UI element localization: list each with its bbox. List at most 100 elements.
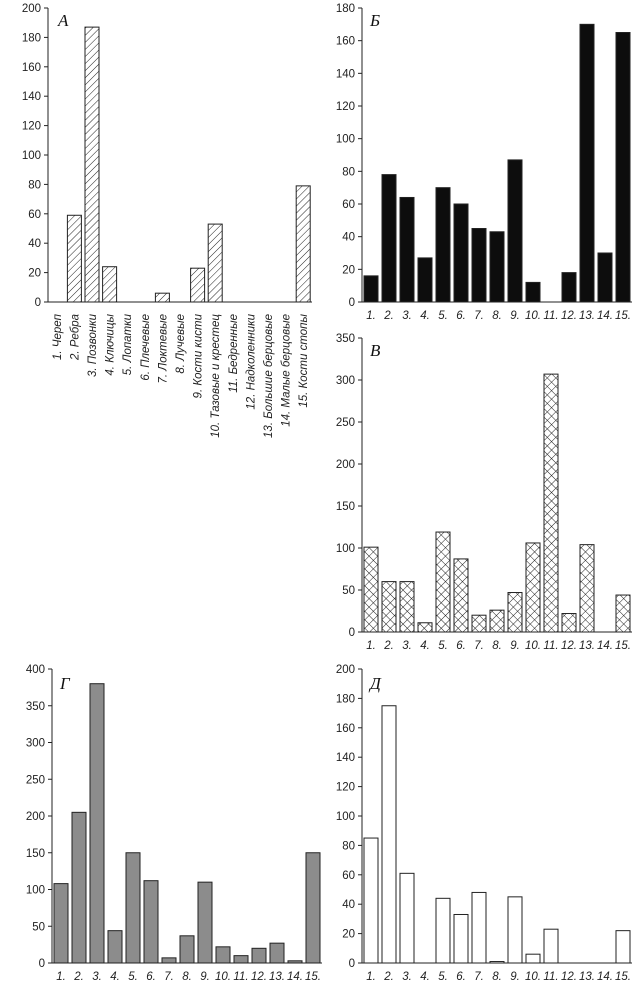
bar-v-8 [489,609,505,633]
x-category-label: 11. [543,640,558,652]
bar-d-7 [471,891,487,964]
bar-v-3 [399,581,415,633]
x-category-label: 15. [305,971,321,983]
bar-b-5 [435,187,451,303]
x-category-label: 9. [510,310,520,322]
bar-g-14 [287,960,303,964]
bar-d-3 [399,872,415,964]
bar-g-13 [269,942,285,964]
y-tick-label: 400 [26,664,45,676]
bar-g-15 [305,852,321,964]
x-category-label: 14. Малые берцовые [281,314,293,427]
x-category-label: 9. [200,971,210,983]
bar-d-9 [507,896,523,964]
bar-b-14 [597,252,613,303]
x-category-label: 6. [456,971,466,983]
y-tick-label: 80 [28,179,41,191]
y-tick-label: 40 [342,232,355,244]
bar-a-9 [190,267,206,303]
bar-g-8 [179,935,195,964]
x-category-label: 15. [615,640,631,652]
bar-a-10 [207,223,223,303]
x-category-label: 2. [73,971,84,983]
x-category-label: 2. [383,310,394,322]
bar-g-2 [71,811,87,964]
x-category-label: 2. [383,971,394,983]
y-tick-label: 50 [342,585,355,597]
x-category-label: 8. [182,971,192,983]
x-category-label: 10. [525,971,541,983]
x-category-label: 9. [510,971,520,983]
x-category-label: 3. Позвонки [87,313,99,377]
y-tick-label: 300 [336,375,355,387]
y-tick-label: 40 [342,899,355,911]
bar-v-9 [507,592,523,633]
x-category-label: 3. [92,971,102,983]
y-tick-label: 150 [26,848,45,860]
x-category-label: 2. Ребра [69,314,81,361]
x-category-label: 14. [597,310,613,322]
y-tick-label: 0 [39,958,45,970]
bar-g-9 [197,881,213,964]
bar-g-1 [53,883,69,964]
x-category-label: 8. [492,971,502,983]
x-category-label: 5. [438,971,448,983]
y-tick-label: 50 [32,921,45,933]
x-category-label: 7. Локтевые [157,314,169,383]
x-category-label: 1. [366,310,376,322]
x-category-label: 5. [438,640,448,652]
panel-letter: Г [59,674,71,693]
x-category-label: 7. [164,971,174,983]
y-tick-label: 160 [336,36,355,48]
bar-g-5 [125,852,141,964]
bar-v-12 [561,613,577,633]
y-tick-label: 60 [342,199,355,211]
y-tick-label: 80 [342,840,355,852]
x-category-label: 1. Череп [52,313,64,360]
x-category-label: 4. [420,640,430,652]
bar-d-8 [489,961,505,964]
chart-panel-a: 0 20 40 60 80 100 120 140 160 180 200 А 1. Череп 2. Р… [22,3,312,438]
x-category-label: 2. [383,640,394,652]
bar-v-11 [543,373,559,633]
bar-b-4 [417,257,433,303]
bar-d-11 [543,928,559,964]
chart-panel-g: 0 50 100 150 200 250 300 350 400 Г 1. 2. 3. 4. 5. 6. 7. 8… [26,664,322,983]
bar-v-2 [381,581,397,633]
y-tick-label: 200 [22,3,41,15]
y-tick-label: 180 [336,693,355,705]
bar-b-2 [381,174,397,303]
y-tick-label: 60 [28,209,41,221]
x-category-label: 11. [543,310,558,322]
y-tick-label: 160 [336,723,355,735]
chart-panel-b: 0 20 40 60 80 100 120 140 160 180 Б 1. 2. 3. 4. 5. 6. 7. 8… [336,3,632,322]
y-tick-label: 0 [349,627,355,639]
bar-a-15 [295,185,311,303]
x-category-label: 4. Ключицы [105,313,117,375]
y-tick-label: 20 [28,268,41,280]
x-category-label: 14. [597,640,613,652]
x-category-label: 15. [615,310,631,322]
x-category-label: 5. [128,971,138,983]
bar-d-2 [381,705,397,964]
bar-b-8 [489,231,505,303]
panel-letter: А [57,11,69,30]
bar-b-15 [615,32,631,303]
bar-b-12 [561,272,577,303]
x-category-label: 13. [579,310,595,322]
bar-g-11 [233,955,249,964]
x-category-label: 10. [525,310,541,322]
bar-a-2 [66,214,82,303]
bar-v-15 [615,594,631,633]
x-category-label: 10. Тазовые и крестец [210,314,222,438]
y-tick-label: 350 [336,333,355,345]
y-tick-label: 100 [336,134,355,146]
x-category-label: 15. [615,971,631,983]
x-category-label: 4. [110,971,120,983]
x-category-label: 12. [561,640,577,652]
y-tick-label: 100 [336,811,355,823]
x-category-label: 11. Бедренные [228,314,240,393]
bar-g-10 [215,946,231,964]
y-tick-label: 300 [26,738,45,750]
